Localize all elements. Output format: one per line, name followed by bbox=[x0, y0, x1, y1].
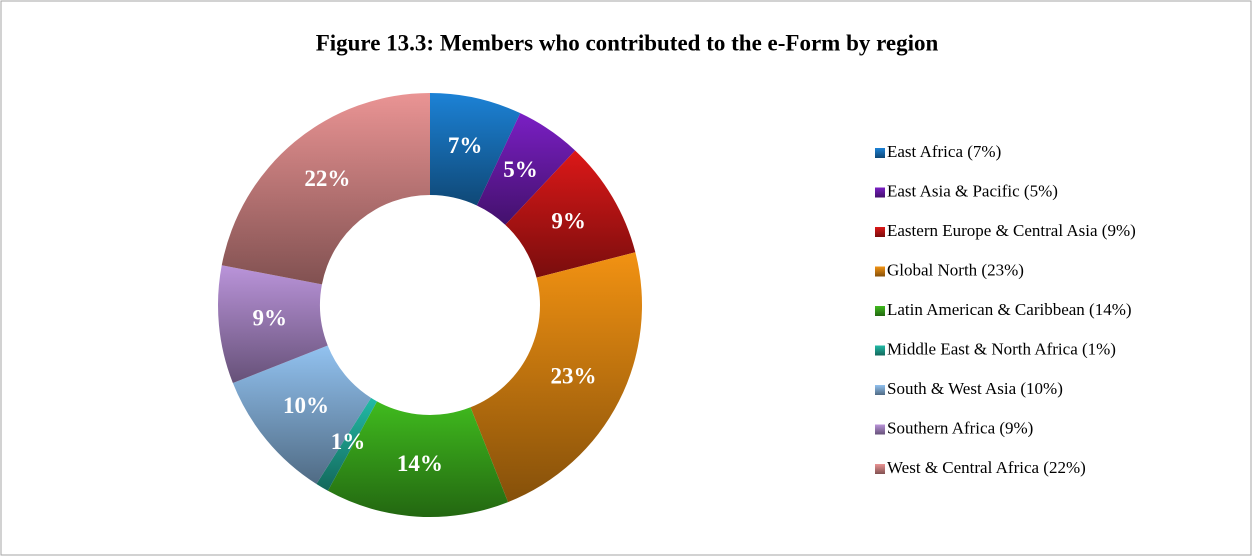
legend-label: South & West Asia (10%) bbox=[887, 379, 1063, 398]
legend-swatch bbox=[875, 187, 885, 198]
legend-swatch bbox=[875, 424, 885, 435]
value-label: 7% bbox=[448, 133, 483, 158]
value-label: 10% bbox=[283, 393, 329, 418]
value-label: 23% bbox=[550, 363, 596, 388]
legend-label: Latin American & Caribbean (14%) bbox=[887, 300, 1132, 319]
value-label: 9% bbox=[551, 208, 586, 233]
slice bbox=[470, 252, 643, 503]
value-label: 14% bbox=[397, 451, 443, 476]
slice bbox=[430, 93, 521, 206]
value-label: 1% bbox=[331, 429, 366, 454]
slice bbox=[476, 113, 576, 225]
slice bbox=[327, 401, 509, 517]
legend-swatch bbox=[875, 464, 885, 474]
legend-label: Eastern Europe & Central Asia (9%) bbox=[887, 221, 1136, 240]
legend-swatch bbox=[875, 385, 885, 395]
slice bbox=[217, 265, 328, 384]
slice bbox=[316, 397, 378, 491]
legend-swatch bbox=[875, 345, 885, 356]
legend-label: East Asia & Pacific (5%) bbox=[887, 181, 1058, 200]
value-label: 9% bbox=[252, 305, 287, 330]
legend-swatch bbox=[875, 227, 885, 237]
value-label: 22% bbox=[304, 166, 350, 191]
slice bbox=[505, 150, 636, 278]
legend-label: Middle East & North Africa (1%) bbox=[887, 339, 1116, 358]
legend-swatch bbox=[875, 266, 885, 277]
legend-label: East Africa (7%) bbox=[887, 142, 1001, 161]
legend-label: Southern Africa (9%) bbox=[887, 418, 1033, 437]
value-label: 5% bbox=[503, 157, 538, 182]
slice bbox=[232, 345, 372, 484]
legend-swatch bbox=[875, 306, 885, 316]
legend-swatch bbox=[875, 148, 885, 158]
chart-title: Figure 13.3: Members who contributed to … bbox=[316, 30, 939, 55]
slice bbox=[221, 93, 430, 285]
legend-label: West & Central Africa (22%) bbox=[887, 458, 1086, 477]
legend-label: Global North (23%) bbox=[887, 260, 1024, 279]
